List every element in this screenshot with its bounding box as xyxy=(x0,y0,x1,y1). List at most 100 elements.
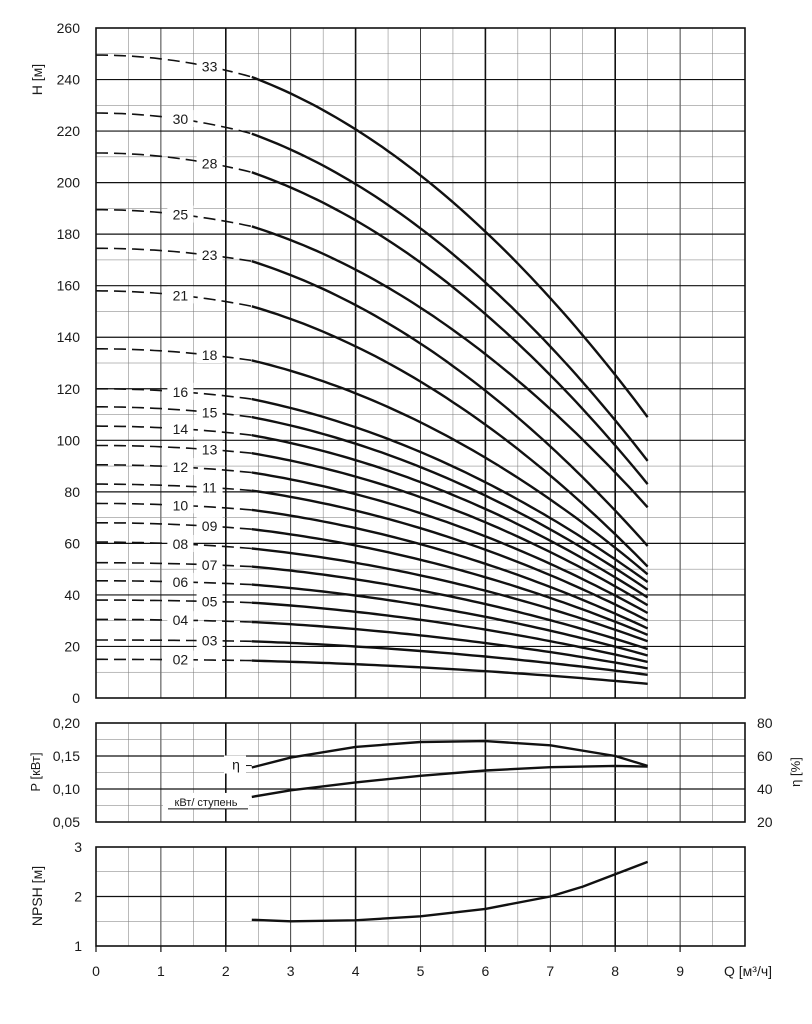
efficiency-curve-label: η xyxy=(232,757,240,773)
head-curve-dashed-11 xyxy=(96,483,252,492)
head-curve-06 xyxy=(251,583,648,657)
head-curve-label-28: 28 xyxy=(202,155,218,171)
head-y-tick-label: 220 xyxy=(57,123,81,139)
x-tick-label: 9 xyxy=(676,963,684,979)
x-axis-label: Q [м³/ч] xyxy=(724,963,772,979)
head-curve-02 xyxy=(251,659,648,685)
head-curve-15 xyxy=(251,415,649,591)
head-curve-label-bg xyxy=(167,650,194,668)
head-curve-label-14: 14 xyxy=(173,421,189,437)
head-curve-dashed-23 xyxy=(96,247,252,262)
x-tick-label: 1 xyxy=(157,963,165,979)
head-y-tick-label: 240 xyxy=(57,72,81,88)
power-label-bg xyxy=(163,792,249,809)
head-curve-label-03: 03 xyxy=(202,633,218,649)
power-curve xyxy=(251,764,648,799)
x-tick-label: 3 xyxy=(287,963,295,979)
x-tick-label: 7 xyxy=(546,963,554,979)
x-tick-label: 2 xyxy=(222,963,230,979)
head-curve-label-10: 10 xyxy=(173,497,189,513)
head-curve-dashed-28 xyxy=(96,152,252,174)
npsh-y-tick-label: 1 xyxy=(74,938,82,954)
head-curve-label-bg xyxy=(167,611,194,629)
head-curve-label-16: 16 xyxy=(173,384,189,400)
head-y-tick-label: 60 xyxy=(64,535,80,551)
head-curve-label-bg xyxy=(167,534,194,552)
head-curve-label-21: 21 xyxy=(173,287,189,303)
head-y-tick-label: 140 xyxy=(57,329,81,345)
head-curve-label-30: 30 xyxy=(173,111,189,127)
power-y-tick-label: 0,05 xyxy=(53,814,80,830)
head-curve-23 xyxy=(251,260,649,547)
head-curve-25 xyxy=(251,225,649,509)
head-y-axis-label: H [м] xyxy=(29,64,45,95)
head-curve-label-bg xyxy=(167,286,194,304)
head-y-tick-label: 80 xyxy=(64,484,80,500)
efficiency-y-tick-label: 80 xyxy=(757,715,773,731)
efficiency-y-tick-label: 40 xyxy=(757,781,773,797)
head-curve-30 xyxy=(251,132,649,462)
head-curve-28 xyxy=(251,171,649,485)
head-curve-label-08: 08 xyxy=(173,536,189,552)
head-curve-dashed-03 xyxy=(96,639,252,643)
efficiency-y-tick-label: 60 xyxy=(757,748,773,764)
head-curve-label-09: 09 xyxy=(202,518,218,534)
head-curve-label-bg xyxy=(196,246,223,264)
head-curve-10 xyxy=(251,508,649,630)
x-tick-label: 6 xyxy=(482,963,490,979)
head-curve-label-bg xyxy=(196,631,223,649)
head-curve-14 xyxy=(251,434,649,599)
x-tick-label: 5 xyxy=(417,963,425,979)
head-curve-label-02: 02 xyxy=(173,652,189,668)
power-curve-label: кВт/ ступень xyxy=(175,797,238,809)
head-curve-label-05: 05 xyxy=(202,593,218,609)
power-panel-frame xyxy=(95,722,746,823)
head-y-tick-label: 100 xyxy=(57,432,81,448)
head-curve-21 xyxy=(251,305,649,568)
head-curve-label-bg xyxy=(167,496,194,514)
head-panel-frame xyxy=(95,27,746,699)
head-y-tick-label: 40 xyxy=(64,587,80,603)
power-y-tick-label: 0,15 xyxy=(53,748,80,764)
head-curve-label-bg xyxy=(196,517,223,535)
x-tick-label: 0 xyxy=(92,963,100,979)
head-y-tick-label: 20 xyxy=(64,638,80,654)
efficiency-curve xyxy=(251,739,648,769)
power-y-tick-label: 0,10 xyxy=(53,781,80,797)
head-curve-label-bg xyxy=(196,345,223,363)
head-curve-08 xyxy=(251,547,649,643)
head-curve-label-07: 07 xyxy=(202,557,218,573)
head-curve-11 xyxy=(251,489,649,622)
head-curve-dashed-15 xyxy=(96,406,252,418)
head-y-tick-label: 180 xyxy=(57,226,81,242)
head-curve-dashed-33 xyxy=(96,54,253,78)
efficiency-y-axis-label: η [%] xyxy=(788,757,803,787)
head-curve-07 xyxy=(251,565,648,651)
head-curve-label-06: 06 xyxy=(173,574,189,590)
head-curve-13 xyxy=(251,452,649,607)
power-y-tick-label: 0,20 xyxy=(53,715,80,731)
head-curve-label-11: 11 xyxy=(202,480,217,496)
head-curve-label-bg xyxy=(167,382,194,400)
x-tick-label: 8 xyxy=(611,963,619,979)
head-curve-label-bg xyxy=(167,458,194,476)
head-curve-dashed-05 xyxy=(96,599,252,604)
head-curve-04 xyxy=(251,620,648,670)
head-curve-12 xyxy=(251,471,649,615)
head-y-tick-label: 160 xyxy=(57,278,81,294)
head-curve-dashed-07 xyxy=(96,561,252,568)
efficiency-label-bg xyxy=(224,755,246,774)
head-y-tick-label: 0 xyxy=(72,690,80,706)
head-y-tick-label: 260 xyxy=(57,20,81,36)
head-curve-label-23: 23 xyxy=(202,247,218,263)
head-curve-label-12: 12 xyxy=(173,459,189,475)
head-curve-dashed-18 xyxy=(96,348,252,362)
head-curve-label-25: 25 xyxy=(173,207,189,223)
head-curve-label-04: 04 xyxy=(173,612,189,628)
head-curve-03 xyxy=(251,640,648,676)
power-y-axis-label: P [кВт] xyxy=(28,752,43,791)
npsh-curve xyxy=(251,860,649,923)
head-curve-label-13: 13 xyxy=(202,442,218,458)
head-curve-label-bg xyxy=(196,478,223,496)
